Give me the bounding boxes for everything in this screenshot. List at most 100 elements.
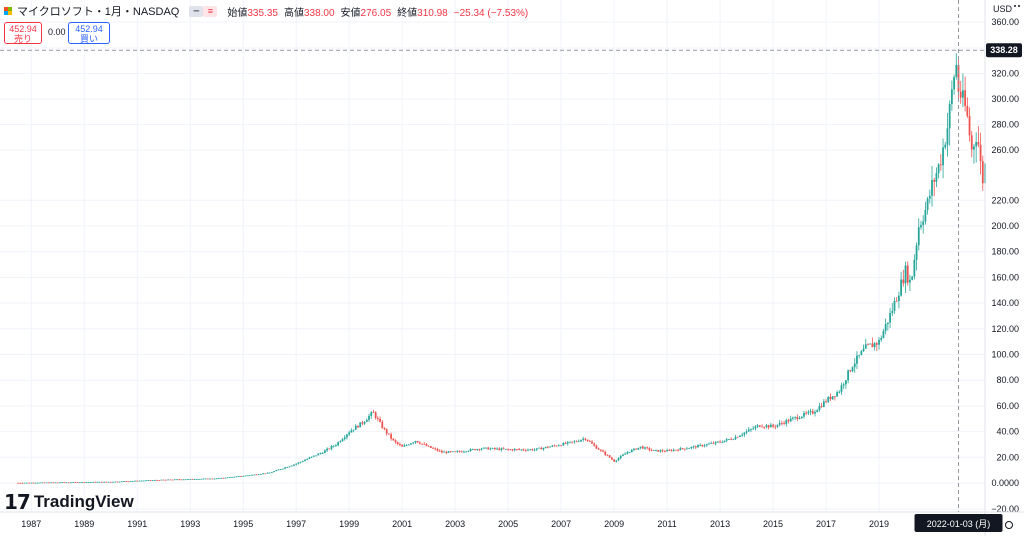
candle-body	[388, 433, 390, 435]
x-tick-label: 2017	[816, 519, 836, 529]
candle-body	[109, 481, 112, 483]
candle-body	[226, 477, 229, 479]
candle-body	[619, 455, 622, 459]
candle-body	[970, 135, 973, 150]
candle-body	[758, 425, 761, 427]
candle-body	[767, 425, 770, 428]
tradingview-logo[interactable]: 17 TradingView	[4, 490, 134, 514]
candle-body	[41, 482, 44, 484]
candle-body	[917, 227, 920, 246]
candle-body	[884, 323, 887, 332]
candle-body	[591, 441, 593, 444]
candle-body	[688, 448, 691, 449]
candle-body	[697, 445, 699, 448]
candle-body	[456, 451, 459, 452]
x-tick-label: 1995	[233, 519, 253, 529]
candle-body	[798, 418, 801, 419]
candle-body	[394, 440, 397, 443]
ohlc-label: 始値	[227, 7, 248, 19]
candle-body	[160, 479, 163, 481]
buy-button[interactable]: 452.94 買い	[68, 22, 110, 44]
symbol-title[interactable]: マイクロソフト・1月・NASDAQ	[17, 6, 180, 18]
candle-body	[401, 445, 404, 447]
candle-body	[151, 480, 154, 481]
candle-body	[703, 445, 706, 447]
candle-body	[893, 300, 896, 311]
candle-body	[198, 478, 200, 480]
visibility-toggle[interactable]: ━ ≡	[189, 5, 218, 17]
candle-body	[30, 482, 33, 484]
candle-body	[295, 463, 298, 465]
candle-body	[761, 426, 763, 428]
candle-body	[421, 443, 423, 445]
candle-body	[23, 482, 26, 484]
sell-button[interactable]: 452.94 売り	[4, 22, 42, 44]
candle-body	[253, 474, 256, 476]
candle-body	[818, 406, 821, 411]
candle-body	[608, 455, 611, 458]
candle-body	[25, 482, 28, 484]
candle-body	[535, 448, 538, 450]
candle-body	[299, 461, 302, 463]
x-tick-label: 2007	[551, 519, 571, 529]
candle-body	[513, 449, 516, 451]
buy-label: 買い	[79, 34, 98, 44]
x-tick-label: 1993	[180, 519, 200, 529]
candle-body	[842, 384, 845, 386]
candle-body	[92, 481, 94, 483]
candle-body	[507, 448, 510, 450]
candle-body	[48, 482, 50, 484]
candle-body	[231, 477, 234, 478]
y-tick-label: 280.00	[991, 120, 1019, 130]
spread-value: 0.00	[48, 27, 66, 37]
candle-body	[672, 449, 675, 451]
candle-body	[149, 480, 152, 481]
candle-body	[396, 442, 399, 445]
candle-body	[76, 482, 79, 483]
candle-body	[599, 449, 602, 451]
candle-body	[617, 458, 620, 461]
candle-body	[858, 354, 861, 356]
candle-body	[350, 430, 353, 433]
candle-body	[312, 455, 315, 457]
candle-body	[381, 421, 384, 429]
candle-body	[551, 445, 554, 447]
candle-body	[845, 380, 847, 385]
candle-body	[343, 437, 346, 440]
candle-body	[869, 343, 872, 345]
candle-body	[604, 451, 607, 455]
candle-body	[469, 449, 472, 451]
candle-body	[955, 64, 958, 77]
last-price-label: 338.28	[990, 45, 1018, 55]
candle-body	[399, 444, 401, 446]
candle-body	[374, 412, 377, 418]
x-tick-label: 2011	[657, 519, 676, 529]
candle-body	[447, 451, 450, 453]
candle-body	[655, 450, 657, 451]
candle-body	[222, 477, 225, 479]
y-tick-label: 100.00	[991, 350, 1019, 360]
candle-body	[368, 415, 370, 420]
candle-body	[560, 445, 563, 447]
candle-body	[911, 276, 914, 280]
candle-body	[361, 422, 364, 424]
candle-body	[690, 446, 693, 449]
candle-body	[328, 448, 331, 450]
minus-icon[interactable]: ━	[189, 5, 204, 17]
settings-gear-icon[interactable]	[1005, 521, 1013, 529]
candle-body	[904, 265, 907, 284]
candle-body	[615, 460, 618, 462]
candle-body	[173, 479, 176, 481]
crosshair-date-tag	[914, 514, 1003, 532]
candle-body	[628, 452, 631, 453]
candle-body	[28, 482, 30, 484]
candle-body	[646, 447, 649, 449]
candle-body	[566, 441, 569, 444]
candle-body	[248, 475, 251, 477]
equals-icon[interactable]: ≡	[203, 5, 218, 17]
candle-body	[189, 478, 192, 480]
candle-body	[158, 480, 161, 481]
candle-body	[315, 455, 317, 457]
